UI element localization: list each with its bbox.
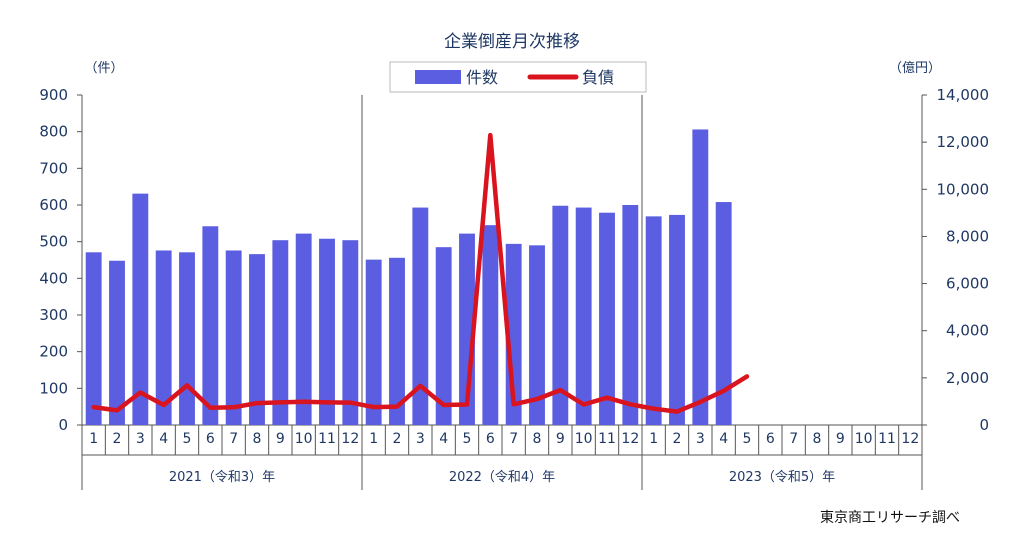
bar-count <box>225 250 242 425</box>
left-tick-label: 500 <box>39 233 68 251</box>
month-label: 8 <box>253 431 262 447</box>
month-label: 4 <box>719 431 728 447</box>
bar-count <box>575 207 592 425</box>
month-label: 8 <box>813 431 822 447</box>
month-label: 11 <box>598 431 616 447</box>
left-tick-label: 100 <box>39 379 68 397</box>
axes: 0 100 200 300 400 500 600 700 800 900 0 2,000 4,000 6… <box>39 86 989 490</box>
right-tick-label: 10,000 <box>937 180 990 198</box>
month-label: 4 <box>439 431 448 447</box>
bar-count <box>202 226 219 425</box>
left-tick-label: 600 <box>39 196 68 214</box>
right-tick-label: 6,000 <box>946 275 989 293</box>
month-label: 8 <box>533 431 542 447</box>
bar-count <box>599 212 615 425</box>
year-label: 2022（令和4）年 <box>449 470 555 485</box>
bar-count <box>715 202 732 425</box>
bar-count <box>435 247 452 425</box>
bar-count <box>319 238 335 425</box>
line-debt <box>91 132 750 414</box>
month-label: 12 <box>341 431 359 447</box>
left-axis-unit: （件） <box>84 61 123 76</box>
month-label: 4 <box>159 431 168 447</box>
month-label: 3 <box>696 431 705 447</box>
bar-count <box>132 193 149 425</box>
left-tick-label: 900 <box>39 86 68 104</box>
left-tick-label: 200 <box>39 343 68 361</box>
month-label: 1 <box>369 431 378 447</box>
month-label: 2 <box>113 431 122 447</box>
bar-count <box>552 205 569 425</box>
left-tick-label: 800 <box>39 123 68 141</box>
month-label: 10 <box>575 431 593 447</box>
month-label: 9 <box>556 431 565 447</box>
legend-swatch-bar <box>415 70 461 84</box>
month-label: 6 <box>206 431 215 447</box>
legend-label-count: 件数 <box>466 68 498 87</box>
bar-count <box>342 240 359 425</box>
bar-count <box>669 214 685 425</box>
bar-count <box>85 252 102 425</box>
year-label: 2023（令和5）年 <box>729 470 835 485</box>
month-label: 12 <box>901 431 919 447</box>
source-note: 東京商工リサーチ調べ <box>820 510 960 526</box>
bar-count <box>389 257 405 425</box>
month-label: 1 <box>649 431 658 447</box>
month-label: 7 <box>509 431 518 447</box>
bar-count <box>155 250 172 425</box>
bar-count <box>109 260 125 425</box>
month-label: 9 <box>276 431 285 447</box>
bar-count <box>295 233 312 425</box>
bar-count <box>645 216 662 425</box>
bar-series <box>85 129 732 425</box>
left-tick-label: 700 <box>39 159 68 177</box>
month-label: 5 <box>183 431 192 447</box>
year-label: 2021（令和3）年 <box>169 470 275 485</box>
month-label: 6 <box>766 431 775 447</box>
month-label: 2 <box>673 431 682 447</box>
month-label: 11 <box>318 431 336 447</box>
bar-count <box>179 252 195 425</box>
month-label: 10 <box>855 431 873 447</box>
month-label: 7 <box>789 431 798 447</box>
chart-title: 企業倒産月次推移 <box>444 32 580 52</box>
right-tick-label: 4,000 <box>946 322 989 340</box>
month-label: 1 <box>89 431 98 447</box>
right-tick-label: 14,000 <box>937 86 990 104</box>
month-label: 9 <box>836 431 845 447</box>
month-label: 3 <box>416 431 425 447</box>
legend: 件数 負債 <box>389 61 647 93</box>
month-label: 2 <box>393 431 402 447</box>
right-tick-label: 2,000 <box>946 369 989 387</box>
month-label: 7 <box>229 431 238 447</box>
bar-count <box>412 207 429 425</box>
bar-count <box>365 259 382 425</box>
month-label: 6 <box>486 431 495 447</box>
right-tick-label: 0 <box>979 416 989 434</box>
month-label: 3 <box>136 431 145 447</box>
left-tick-label: 0 <box>58 416 68 434</box>
right-tick-label: 8,000 <box>946 227 989 245</box>
left-tick-label: 300 <box>39 306 68 324</box>
bar-count <box>529 245 545 425</box>
month-label: 5 <box>743 431 752 447</box>
bar-count <box>622 205 639 425</box>
bar-count <box>482 225 499 425</box>
right-tick-label: 12,000 <box>937 133 990 151</box>
left-tick-label: 400 <box>39 269 68 287</box>
legend-label-debt: 負債 <box>582 68 614 87</box>
bar-count <box>272 240 289 425</box>
month-label: 11 <box>878 431 896 447</box>
month-label: 12 <box>621 431 639 447</box>
line-series <box>91 132 750 414</box>
month-label: 10 <box>295 431 313 447</box>
right-axis-unit: （億円） <box>889 60 941 76</box>
bar-count <box>249 254 265 425</box>
month-label: 5 <box>463 431 472 447</box>
bar-count <box>692 129 709 425</box>
